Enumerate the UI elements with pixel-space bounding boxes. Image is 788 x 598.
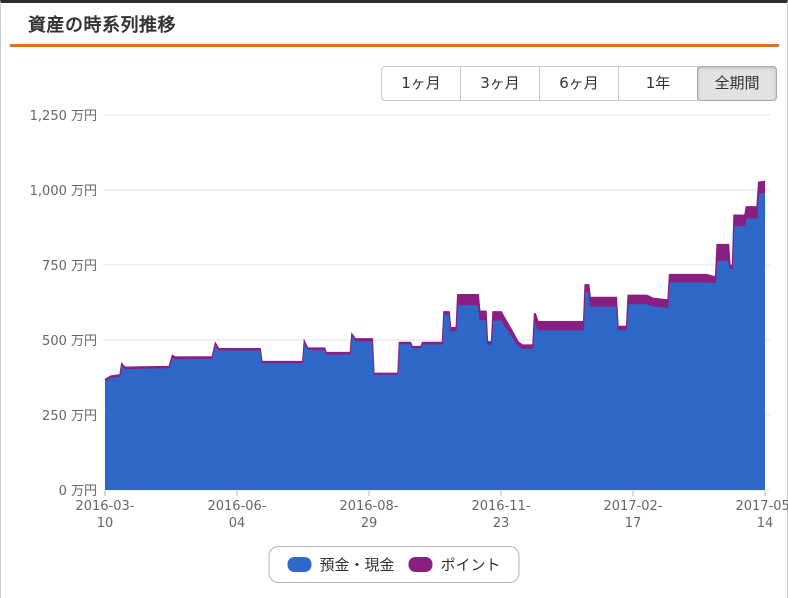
legend-item-points: ポイント	[408, 554, 501, 575]
x-axis-tick-label-line1: 2017-02-	[603, 499, 662, 514]
legend-item-deposits: 預金・現金	[287, 554, 395, 575]
page-title: 資産の時系列推移	[28, 15, 176, 36]
title-underline	[10, 44, 779, 47]
y-axis-tick-label: 250 万円	[42, 409, 97, 424]
range-button-1month[interactable]: 1ヶ月	[381, 66, 461, 101]
range-button-6months[interactable]: 6ヶ月	[539, 66, 619, 101]
y-axis-tick-label: 750 万円	[42, 259, 97, 274]
points-swatch-icon	[408, 557, 433, 572]
chart-legend: 預金・現金 ポイント	[268, 546, 520, 583]
x-axis-tick-label-line1: 2016-08-	[339, 499, 398, 514]
range-button-all[interactable]: 全期間	[697, 66, 777, 101]
x-axis-tick-label-line1: 2016-06-	[207, 499, 266, 514]
deposits-swatch-icon	[287, 557, 312, 572]
x-axis-tick-label-line2: 23	[493, 516, 510, 531]
x-axis-tick-label-line1: 2017-05-	[735, 499, 788, 514]
legend-label-deposits: 預金・現金	[319, 556, 395, 574]
x-axis-tick-label-line2: 29	[361, 516, 378, 531]
points-area-outline	[104, 180, 766, 381]
x-axis-tick-label-line1: 2016-03-	[75, 499, 134, 514]
deposits-area	[105, 193, 765, 490]
x-axis-tick-label-line2: 14	[757, 516, 774, 531]
stacked-area-chart-canvas[interactable]: 0 万円 250 万円 500 万円 750 万円 1,000 万円 1,250 万円 20…	[0, 0, 788, 540]
x-axis-tick-label-line2: 17	[625, 516, 642, 531]
x-axis-tick-label-line2: 10	[97, 516, 114, 531]
y-axis-tick-label: 1,250 万円	[30, 109, 97, 124]
legend-label-points: ポイント	[440, 556, 501, 574]
x-axis-tick-label-line1: 2016-11-	[471, 499, 530, 514]
asset-timeseries-chart[interactable]: 0 万円 250 万円 500 万円 750 万円 1,000 万円 1,250 万円 20…	[0, 0, 788, 540]
y-axis-tick-label: 500 万円	[42, 334, 97, 349]
range-button-group: 1ヶ月 3ヶ月 6ヶ月 1年 全期間	[381, 66, 777, 101]
y-axis-tick-label: 1,000 万円	[30, 184, 97, 199]
x-axis-tick-label-line2: 04	[229, 516, 246, 531]
y-axis-tick-label: 0 万円	[59, 484, 97, 499]
